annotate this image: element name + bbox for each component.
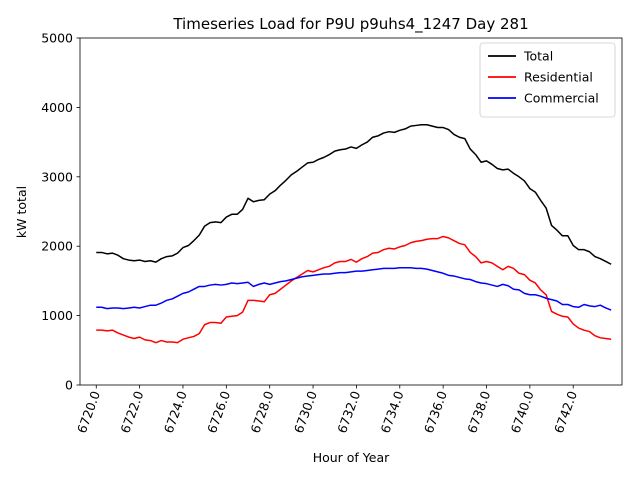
- x-axis-title: Hour of Year: [313, 450, 390, 465]
- axes-frame: [79, 37, 623, 386]
- legend-label-commercial: Commercial: [524, 91, 599, 106]
- y-axis-title: kW total: [14, 186, 29, 238]
- legend: Total Residential Commercial: [479, 42, 616, 118]
- y-tick-label: 2000: [41, 239, 73, 254]
- y-tick-label: 0: [65, 378, 73, 393]
- series-line-total: [96, 124, 612, 265]
- series-line-residential: [96, 235, 612, 344]
- y-tick-label: 1000: [41, 308, 73, 323]
- y-tick-label: 3000: [41, 169, 73, 184]
- y-tick-label: 5000: [41, 31, 73, 46]
- legend-label-residential: Residential: [524, 70, 593, 85]
- legend-label-total: Total: [523, 49, 553, 64]
- chart-title: Timeseries Load for P9U p9uhs4_1247 Day …: [172, 15, 528, 34]
- series-line-commercial: [96, 266, 612, 311]
- y-tick-label: 4000: [41, 100, 73, 115]
